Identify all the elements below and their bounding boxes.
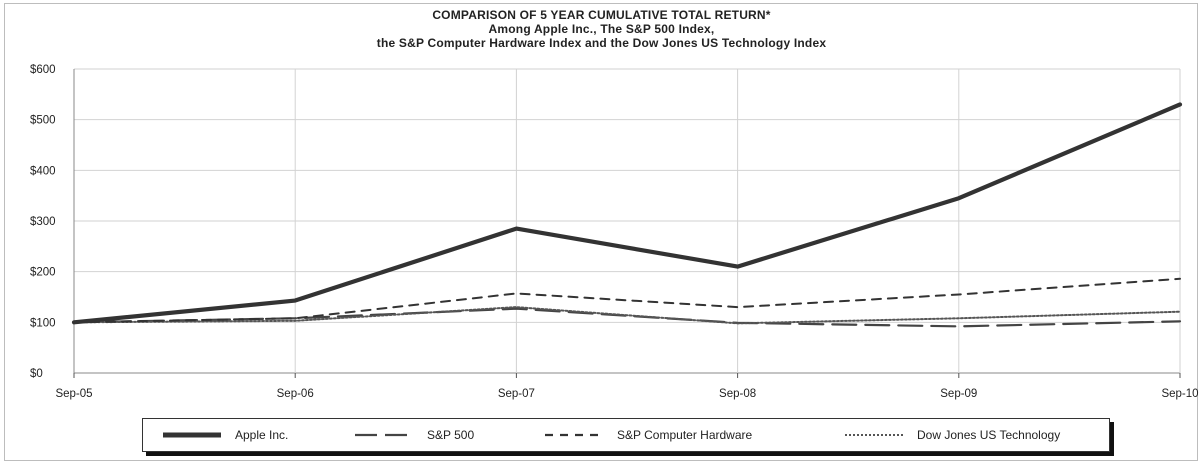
legend-item-dow-jones-us-technology: Dow Jones US Technology (843, 419, 1060, 451)
legend-item-sp-computer-hardware: S&P Computer Hardware (543, 419, 752, 451)
legend-label-sp500: S&P 500 (427, 428, 475, 442)
x-tick-label: Sep-10 (1161, 388, 1198, 400)
x-tick-label: Sep-08 (719, 388, 756, 400)
y-tick-label: $600 (30, 64, 56, 76)
legend-item-apple: Apple Inc. (161, 419, 288, 451)
legend-label-sp-computer-hardware: S&P Computer Hardware (617, 428, 753, 442)
legend-swatch-dow-jones-us-technology (845, 434, 903, 436)
y-tick-label: $100 (30, 317, 56, 329)
y-tick-label: $300 (30, 216, 56, 228)
x-tick-label: Sep-07 (498, 388, 535, 400)
series-lines (71, 102, 1183, 328)
legend-item-sp500: S&P 500 (353, 419, 474, 451)
series-line-apple-inc (71, 102, 1183, 325)
legend-label-apple: Apple Inc. (235, 428, 289, 442)
y-tick-label: $200 (30, 267, 56, 279)
series-line-dow-jones-us-technology (73, 306, 1181, 325)
x-tick-label: Sep-06 (277, 388, 314, 400)
chart-frame (4, 3, 1198, 461)
x-axis: Sep-05 Sep-06 Sep-07 Sep-08 Sep-09 Sep-10 (55, 373, 1199, 400)
legend-label-dow-jones-us-technology: Dow Jones US Technology (917, 428, 1061, 442)
x-tick-label: Sep-09 (940, 388, 977, 400)
chart-title-line-1: COMPARISON OF 5 YEAR CUMULATIVE TOTAL RE… (432, 8, 771, 22)
grid-lines (73, 68, 1181, 374)
legend-swatch-apple (163, 432, 221, 438)
y-tick-label: $0 (30, 368, 43, 380)
chart-title-line-3: the S&P Computer Hardware Index and the … (376, 36, 827, 50)
y-tick-label: $500 (30, 115, 56, 127)
legend-swatch-sp500 (355, 433, 413, 437)
y-axis: $0 $100 $200 $300 $400 $500 $600 (30, 64, 75, 380)
legend: Apple Inc. S&P 500 S&P Computer Hardware… (142, 418, 1110, 452)
legend-swatch-sp-computer-hardware (545, 433, 603, 437)
series-line-s-p-computer-hardware (73, 277, 1181, 324)
x-tick-label: Sep-05 (55, 388, 92, 400)
chart-title-line-2: Among Apple Inc., The S&P 500 Index, (488, 22, 715, 36)
y-tick-label: $400 (30, 165, 56, 177)
